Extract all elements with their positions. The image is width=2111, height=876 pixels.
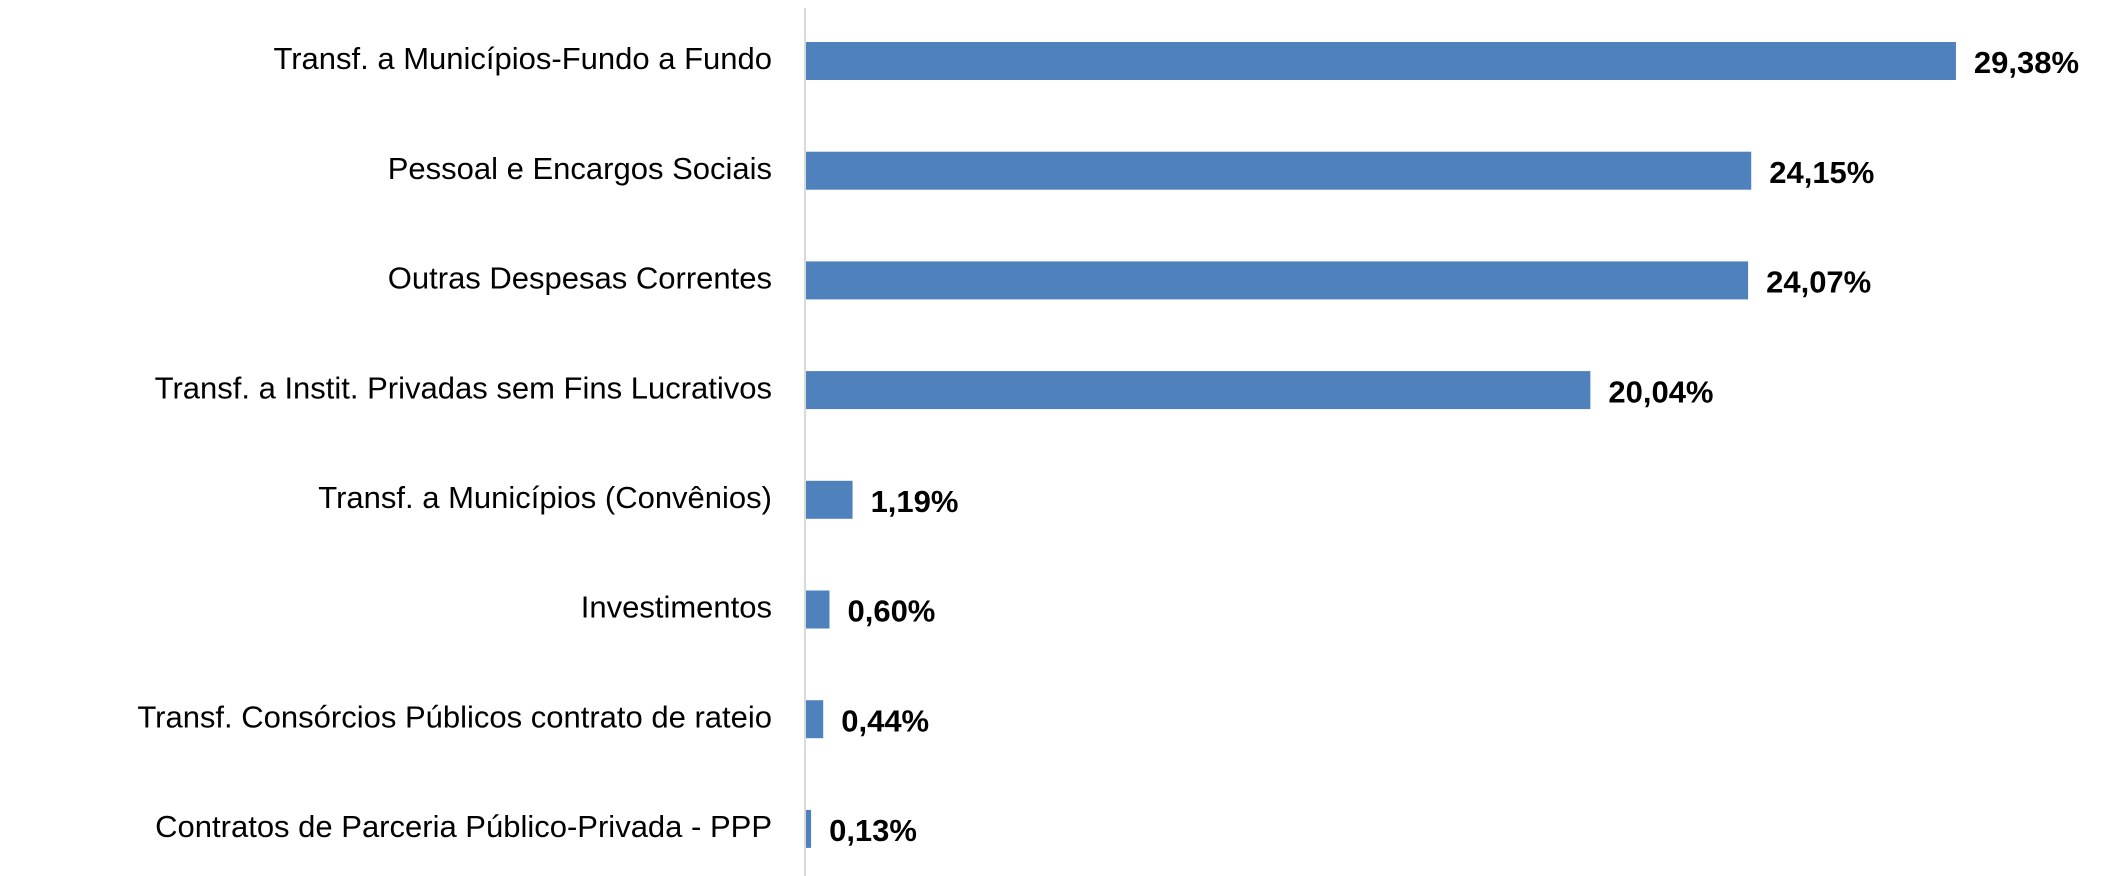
data-label: 0,60% xyxy=(847,594,935,629)
data-label: 0,13% xyxy=(829,813,917,848)
data-label: 0,44% xyxy=(841,703,929,738)
bar xyxy=(806,151,1752,190)
data-label: 24,15% xyxy=(1769,155,1874,190)
category-label: Pessoal e Encargos Sociais xyxy=(388,151,772,186)
category-label: Transf. a Instit. Privadas sem Fins Lucr… xyxy=(155,370,772,405)
category-label: Transf. Consórcios Públicos contrato de … xyxy=(137,699,772,734)
data-label: 20,04% xyxy=(1608,374,1713,409)
category-label: Transf. a Municípios (Convênios) xyxy=(318,480,772,515)
bar xyxy=(806,261,1749,300)
category-label: Outras Despesas Correntes xyxy=(388,261,772,296)
bar xyxy=(806,42,1956,80)
category-label: Transf. a Municípios-Fundo a Fundo xyxy=(273,41,772,76)
bar xyxy=(806,700,824,739)
data-label: 1,19% xyxy=(871,484,959,519)
data-label: 24,07% xyxy=(1766,265,1871,300)
bar xyxy=(806,371,1591,410)
bar xyxy=(806,590,830,629)
bar xyxy=(806,480,853,519)
bar xyxy=(806,809,812,848)
category-label: Contratos de Parceria Público-Privada - … xyxy=(155,809,772,844)
data-label: 29,38% xyxy=(1974,45,2079,80)
category-label: Investimentos xyxy=(581,590,772,625)
